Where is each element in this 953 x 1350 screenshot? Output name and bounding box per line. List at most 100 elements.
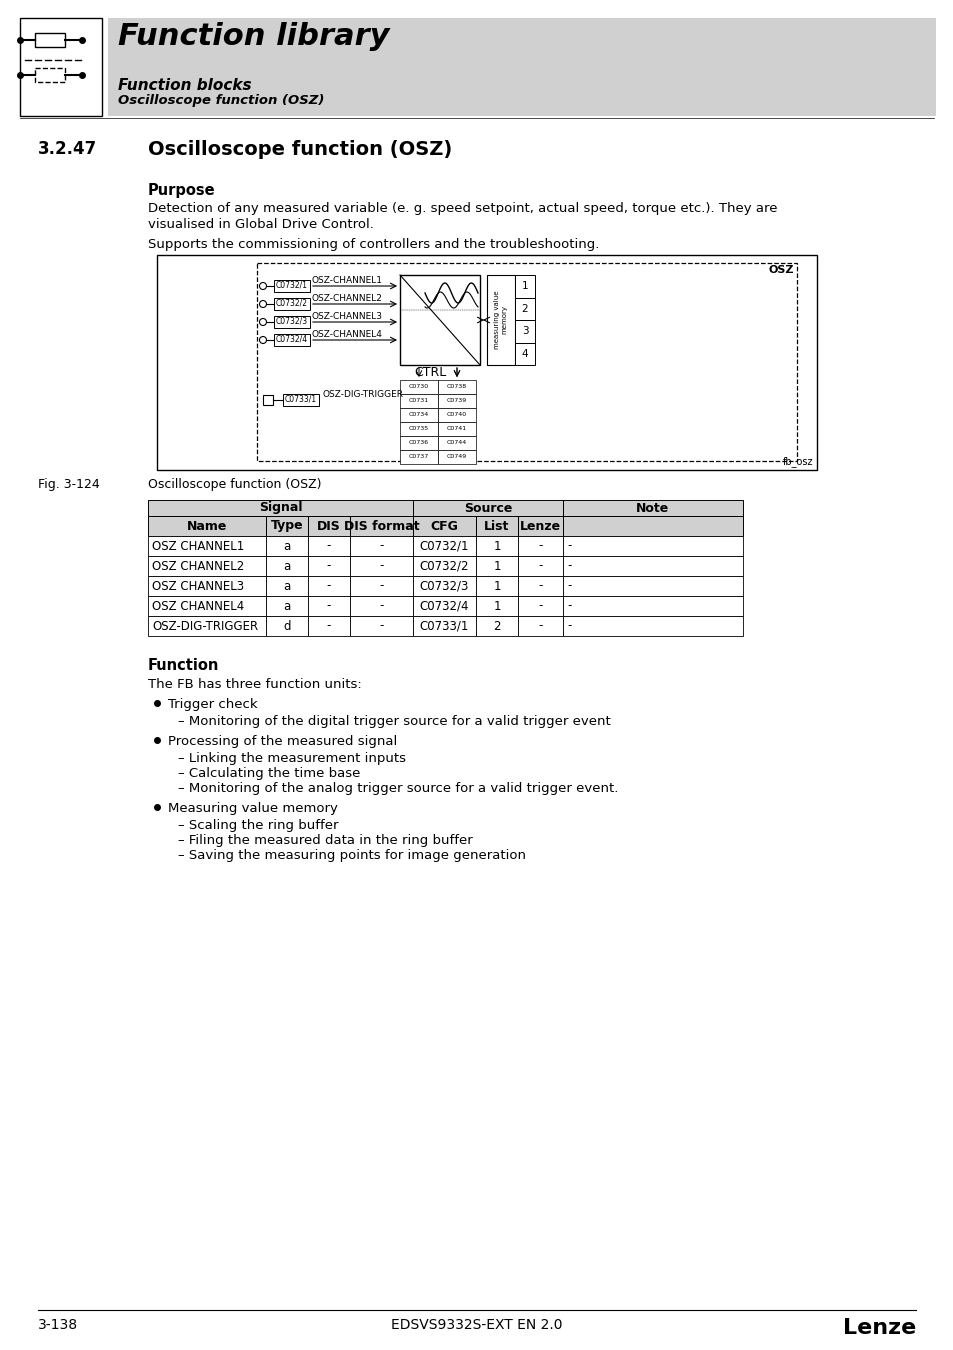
Bar (437, 450, 476, 464)
Text: -: - (327, 599, 331, 613)
Bar (157, 255, 816, 470)
Bar (350, 576, 413, 595)
Bar (413, 556, 476, 576)
Text: Signal: Signal (258, 501, 302, 514)
Bar (399, 408, 437, 423)
Bar (437, 394, 476, 408)
Text: -: - (566, 620, 571, 633)
Text: Supports the commissioning of controllers and the troubleshooting.: Supports the commissioning of controller… (148, 238, 598, 251)
Text: Oscilloscope function (OSZ): Oscilloscope function (OSZ) (118, 95, 324, 107)
Text: CTRL: CTRL (414, 366, 446, 379)
Bar (476, 595, 517, 616)
Text: C0732/3: C0732/3 (419, 579, 469, 593)
Text: 2: 2 (493, 620, 500, 633)
Text: 1: 1 (493, 559, 500, 572)
Text: DIS format: DIS format (343, 520, 419, 532)
Text: C0739: C0739 (446, 398, 467, 404)
Bar (148, 516, 266, 536)
Bar (486, 275, 515, 364)
Bar (274, 316, 310, 328)
Text: Purpose: Purpose (148, 184, 215, 198)
Bar (517, 616, 562, 636)
Bar (350, 595, 413, 616)
Bar (476, 536, 517, 556)
Bar (517, 576, 562, 595)
Bar (266, 616, 308, 636)
Text: OSZ-CHANNEL1: OSZ-CHANNEL1 (312, 275, 382, 285)
Bar (148, 536, 266, 556)
Bar (266, 595, 308, 616)
Bar (476, 556, 517, 576)
Text: C0736: C0736 (409, 440, 429, 446)
Text: C0749: C0749 (446, 455, 467, 459)
Text: -: - (379, 540, 383, 552)
Bar (148, 500, 413, 516)
Text: OSZ-DIG-TRIGGER: OSZ-DIG-TRIGGER (152, 620, 258, 633)
Text: – Linking the measurement inputs: – Linking the measurement inputs (178, 752, 406, 765)
Bar (413, 595, 476, 616)
Bar (413, 616, 476, 636)
Text: C0734: C0734 (409, 413, 429, 417)
Bar (266, 536, 308, 556)
Text: a: a (283, 599, 291, 613)
Bar (517, 595, 562, 616)
Text: OSZ-CHANNEL3: OSZ-CHANNEL3 (312, 312, 382, 321)
Text: OSZ CHANNEL2: OSZ CHANNEL2 (152, 559, 244, 572)
Bar (413, 576, 476, 595)
Text: -: - (566, 540, 571, 552)
Text: -: - (379, 620, 383, 633)
Text: 1: 1 (493, 540, 500, 552)
Bar (148, 595, 266, 616)
Text: -: - (379, 599, 383, 613)
Text: Type: Type (271, 520, 303, 532)
Text: fb_osz: fb_osz (781, 456, 812, 467)
Text: 1: 1 (493, 579, 500, 593)
Text: Oscilloscope function (OSZ): Oscilloscope function (OSZ) (148, 478, 321, 491)
Text: measuring value
memory: measuring value memory (494, 290, 507, 350)
Text: Oscilloscope function (OSZ): Oscilloscope function (OSZ) (148, 140, 452, 159)
Text: a: a (283, 579, 291, 593)
Bar (562, 616, 742, 636)
Bar (266, 556, 308, 576)
Bar (399, 436, 437, 450)
Text: – Monitoring of the analog trigger source for a valid trigger event.: – Monitoring of the analog trigger sourc… (178, 782, 618, 795)
Bar (562, 576, 742, 595)
Text: 4: 4 (521, 348, 528, 359)
Bar (515, 297, 535, 320)
Bar (263, 396, 273, 405)
Bar (308, 576, 350, 595)
Text: C0730: C0730 (409, 385, 429, 390)
Bar (308, 595, 350, 616)
Bar (399, 450, 437, 464)
Text: 2: 2 (521, 304, 528, 313)
Text: visualised in Global Drive Control.: visualised in Global Drive Control. (148, 217, 374, 231)
Text: OSZ CHANNEL4: OSZ CHANNEL4 (152, 599, 244, 613)
Bar (517, 516, 562, 536)
Text: OSZ CHANNEL1: OSZ CHANNEL1 (152, 540, 244, 552)
Text: C0740: C0740 (446, 413, 467, 417)
Bar (283, 394, 318, 406)
Bar (399, 423, 437, 436)
Text: C0732/2: C0732/2 (419, 559, 469, 572)
Bar (515, 275, 535, 297)
Text: C0733/1: C0733/1 (419, 620, 469, 633)
Bar (399, 379, 437, 394)
Bar (308, 516, 350, 536)
Text: Name: Name (187, 520, 227, 532)
Bar (308, 536, 350, 556)
Bar (413, 536, 476, 556)
Bar (274, 298, 310, 311)
Bar (399, 394, 437, 408)
Text: 3: 3 (521, 327, 528, 336)
Text: -: - (537, 579, 542, 593)
Text: DIS: DIS (316, 520, 340, 532)
Text: – Scaling the ring buffer: – Scaling the ring buffer (178, 819, 338, 832)
Bar (413, 500, 562, 516)
Text: d: d (283, 620, 291, 633)
Text: Processing of the measured signal: Processing of the measured signal (168, 734, 396, 748)
Text: Function blocks: Function blocks (118, 78, 252, 93)
Text: 3.2.47: 3.2.47 (38, 140, 97, 158)
Text: OSZ-DIG-TRIGGER: OSZ-DIG-TRIGGER (323, 390, 403, 400)
Text: C0731: C0731 (409, 398, 429, 404)
Text: Note: Note (636, 501, 669, 514)
